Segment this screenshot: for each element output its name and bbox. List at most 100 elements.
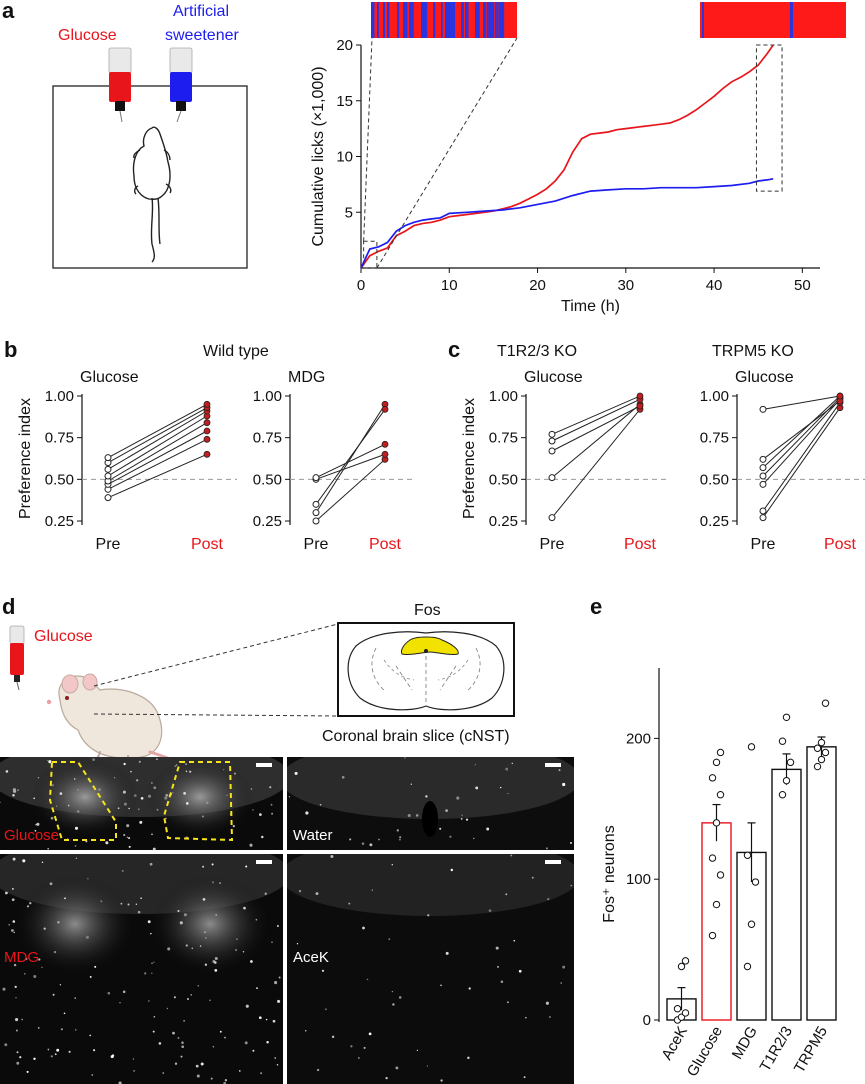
fos-cell-speck [41,966,43,969]
sweetener-lick-mark [425,2,428,38]
pref-post-dot [203,435,211,443]
fos-cell-speck [130,770,132,773]
fos-cell-speck [21,838,23,840]
early-lick-raster [371,2,517,38]
pref-y-tick-label: 0.25 [253,513,282,530]
pref-pre-dot [104,454,112,462]
fos-cell-speck [49,882,53,886]
sweetener-lick-mark [403,2,405,38]
sweetener-lick-mark [702,2,704,38]
fos-cell-speck [47,759,49,762]
fos-cell-speck [150,932,152,935]
pref-y-tick-label: 0.25 [45,513,74,530]
fos-cell-speck [97,788,102,792]
fos-cell-speck [17,789,19,791]
fos-cell-speck [264,892,267,895]
pref-pair-line [551,395,641,435]
fos-cell-speck [440,1079,443,1082]
e-x-tick-label: TRPM5 [791,1024,831,1077]
micrograph-glucose: Glucose [0,757,283,850]
fos-cell-speck [316,1068,320,1072]
fos-cell-speck [151,833,153,836]
fos-cell-speck [224,1079,228,1082]
sweetener-lick-mark [405,2,408,38]
fos-cell-speck [212,1046,215,1048]
fos-cell-speck [249,843,253,847]
e-data-point [786,758,795,767]
fos-cell-speck [26,905,30,908]
sweetener-lick-mark [477,2,480,38]
fos-cell-speck [16,1051,19,1054]
a-zoom-box-late [755,44,783,192]
fos-cell-speck [59,984,62,986]
fos-cell-speck [77,789,79,791]
pref-pair-line [551,409,641,518]
pref-chart-title: Glucose [524,369,583,386]
fos-cell-speck [132,1058,135,1060]
fos-cell-speck [197,984,200,987]
fos-cell-speck [255,918,258,921]
fos-cell-speck [93,1049,96,1052]
fos-cell-speck [396,829,399,832]
fos-cell-speck [271,941,273,943]
fos-cell-speck [202,865,205,868]
fos-cell-speck [348,902,351,905]
e-data-point [708,931,717,940]
fos-cell-speck [76,810,80,813]
fos-cell-speck [50,1055,53,1058]
a-x-tick-label: 10 [441,277,458,294]
fos-cell-speck [511,762,514,765]
late-lick-raster-base [700,2,846,38]
fos-cell-speck [204,963,208,966]
pref-pre-dot [104,494,112,502]
sweetener-lick-mark [423,2,426,38]
fos-cell-speck [35,824,37,826]
pref-y-tick-label: 0.25 [489,513,518,530]
fos-cell-speck [185,770,188,773]
fos-cell-speck [165,817,167,820]
a-zoom-line-2 [376,37,518,269]
pref-y-tick-label: 0.75 [700,430,729,447]
fos-cell-speck [305,811,309,815]
pref-pair-line [107,430,208,485]
fos-cell-speck [236,938,238,940]
roi-left-outline [48,761,117,841]
fos-cell-speck [180,1055,183,1058]
e-data-point [751,878,760,886]
sweetener-lick-mark [383,2,386,38]
fos-cell-speck [118,1081,122,1084]
fos-cell-speck [369,843,373,847]
micrograph-mdg: MDG [0,854,283,1084]
fos-cell-speck [89,1034,92,1037]
fos-cell-speck [450,868,454,872]
fos-cell-speck [13,931,15,934]
e-data-point [747,743,756,751]
d-bottle-label: Glucose [34,628,93,645]
pref-chart-title: Glucose [735,369,794,386]
e-data-point [813,744,822,752]
pref-post-dot [203,427,211,435]
pref-pre-dot [312,474,320,482]
fos-cell-speck [260,1072,263,1075]
fos-cell-speck [392,1003,395,1006]
fos-cell-speck [147,920,151,924]
fos-cell-speck [153,1016,156,1018]
fos-cell-speck [404,757,406,759]
fos-cell-speck [158,1042,162,1045]
fos-cell-speck [200,1062,204,1066]
pref-pair-line [551,398,641,442]
fos-cell-speck [48,760,52,764]
sweetener-lick-mark [790,2,793,38]
fos-cell-speck [321,969,325,972]
fos-cell-speck [122,990,126,994]
pref-pair-line [315,458,386,522]
fos-cell-speck [500,786,502,789]
fos-cell-speck [474,764,476,766]
fos-cell-speck [294,771,298,775]
e-data-point [778,737,787,745]
fos-cell-speck [276,1064,279,1066]
fos-cell-speck [140,897,142,900]
a-zoom-box-early [363,240,378,269]
fos-cell-speck [245,865,248,868]
fos-cell-speck [259,813,262,816]
